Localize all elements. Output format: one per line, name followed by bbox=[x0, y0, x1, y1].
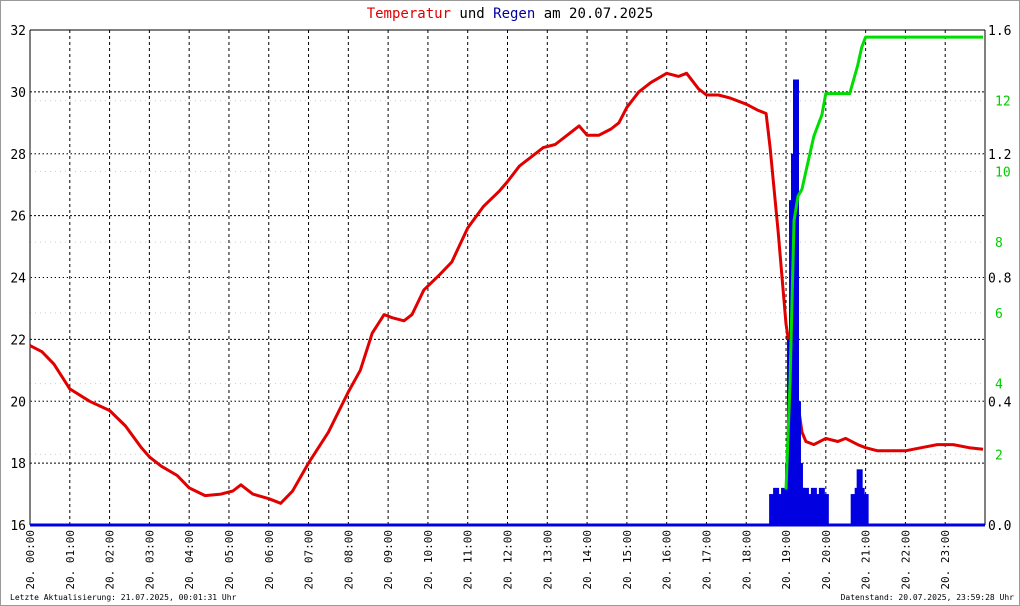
x-tick-label: 20. 22:00 bbox=[899, 530, 912, 590]
y-tick-label-left: 28 bbox=[10, 148, 26, 163]
rain-bar bbox=[858, 487, 865, 525]
y-tick-label-left: 22 bbox=[10, 333, 26, 348]
y-tick-label-rain: 0.0 bbox=[988, 519, 1011, 534]
x-tick-label: 20. 04:00 bbox=[183, 530, 196, 590]
y-tick-label-rain: 0.4 bbox=[988, 395, 1012, 410]
series-layer bbox=[29, 35, 985, 527]
x-tick-label: 20. 19:00 bbox=[780, 530, 793, 590]
rain-bar bbox=[862, 494, 869, 525]
x-tick-label: 20. 01:00 bbox=[64, 530, 77, 590]
x-tick-label: 20. 03:00 bbox=[143, 530, 156, 590]
x-tick-label: 20. 11:00 bbox=[462, 530, 475, 590]
y-tick-label-left: 32 bbox=[10, 24, 26, 39]
x-tick-label: 20. 13:00 bbox=[541, 530, 554, 590]
rain-bar bbox=[777, 494, 784, 525]
rain-bar bbox=[792, 79, 799, 525]
title-and: und bbox=[451, 6, 493, 22]
y-tick-label-left: 24 bbox=[10, 272, 26, 287]
x-tick-label: 20. 20:00 bbox=[820, 530, 833, 590]
y-tick-label-sum: 10 bbox=[995, 165, 1011, 180]
title-date: am 20.07.2025 bbox=[535, 6, 653, 22]
x-tick-label: 20. 02:00 bbox=[104, 530, 117, 590]
temperature-line bbox=[29, 71, 984, 505]
rain-sum-line bbox=[784, 35, 983, 490]
y-tick-label-left: 20 bbox=[10, 395, 26, 410]
rain-bar bbox=[806, 494, 813, 525]
footer-last-update: Letzte Aktualisierung: 21.07.2025, 00:01… bbox=[10, 593, 237, 602]
x-tick-label: 20. 06:00 bbox=[263, 530, 276, 590]
y-tick-label-sum: 4 bbox=[995, 378, 1003, 393]
x-tick-label: 20. 14:00 bbox=[581, 530, 594, 590]
y-tick-label-rain: 1.2 bbox=[988, 148, 1011, 163]
x-tick-label: 20. 23:00 bbox=[939, 530, 952, 590]
x-tick-label: 20. 21:00 bbox=[860, 530, 873, 590]
title-rain: Regen bbox=[493, 6, 535, 22]
y-tick-label-sum: 12 bbox=[995, 95, 1011, 110]
y-tick-label-left: 26 bbox=[10, 210, 26, 225]
x-tick-label: 20. 16:00 bbox=[661, 530, 674, 590]
rain-bar bbox=[818, 487, 825, 525]
rain-bar bbox=[773, 487, 780, 525]
axes bbox=[29, 29, 986, 525]
rain-bar bbox=[814, 494, 821, 525]
rain-bar bbox=[822, 494, 829, 525]
rain-bar bbox=[781, 487, 788, 525]
y-tick-label-sum: 6 bbox=[995, 307, 1003, 322]
y-tick-label-rain: 0.8 bbox=[988, 272, 1011, 287]
footer-data-state: Datenstand: 20.07.2025, 23:59:28 Uhr bbox=[840, 593, 1014, 602]
rain-bar bbox=[850, 494, 857, 525]
tick-labels: 1618202224262830320.00.40.81.21.62468101… bbox=[10, 24, 1011, 590]
rain-bar bbox=[802, 487, 809, 525]
rain-bar bbox=[769, 494, 776, 525]
grid-lines bbox=[30, 30, 985, 525]
x-tick-label: 20. 07:00 bbox=[303, 530, 316, 590]
y-tick-label-left: 16 bbox=[10, 519, 26, 534]
x-tick-label: 20. 00:00 bbox=[24, 530, 37, 590]
rain-bar bbox=[810, 487, 817, 525]
y-tick-label-sum: 8 bbox=[995, 236, 1003, 251]
title-temperature: Temperatur bbox=[367, 6, 451, 22]
x-tick-label: 20. 12:00 bbox=[502, 530, 515, 590]
x-tick-label: 20. 17:00 bbox=[700, 530, 713, 590]
y-tick-label-left: 18 bbox=[10, 457, 26, 472]
x-tick-label: 20. 18:00 bbox=[740, 530, 753, 590]
x-tick-label: 20. 08:00 bbox=[342, 530, 355, 590]
y-tick-label-rain: 1.6 bbox=[988, 24, 1011, 39]
x-tick-label: 20. 05:00 bbox=[223, 530, 236, 590]
chart-title: Temperatur und Regen am 20.07.2025 bbox=[367, 6, 654, 22]
y-tick-label-left: 30 bbox=[10, 86, 26, 101]
x-tick-label: 20. 09:00 bbox=[382, 530, 395, 590]
x-tick-label: 20. 10:00 bbox=[422, 530, 435, 590]
y-tick-label-sum: 2 bbox=[995, 448, 1003, 463]
x-tick-label: 20. 15:00 bbox=[621, 530, 634, 590]
